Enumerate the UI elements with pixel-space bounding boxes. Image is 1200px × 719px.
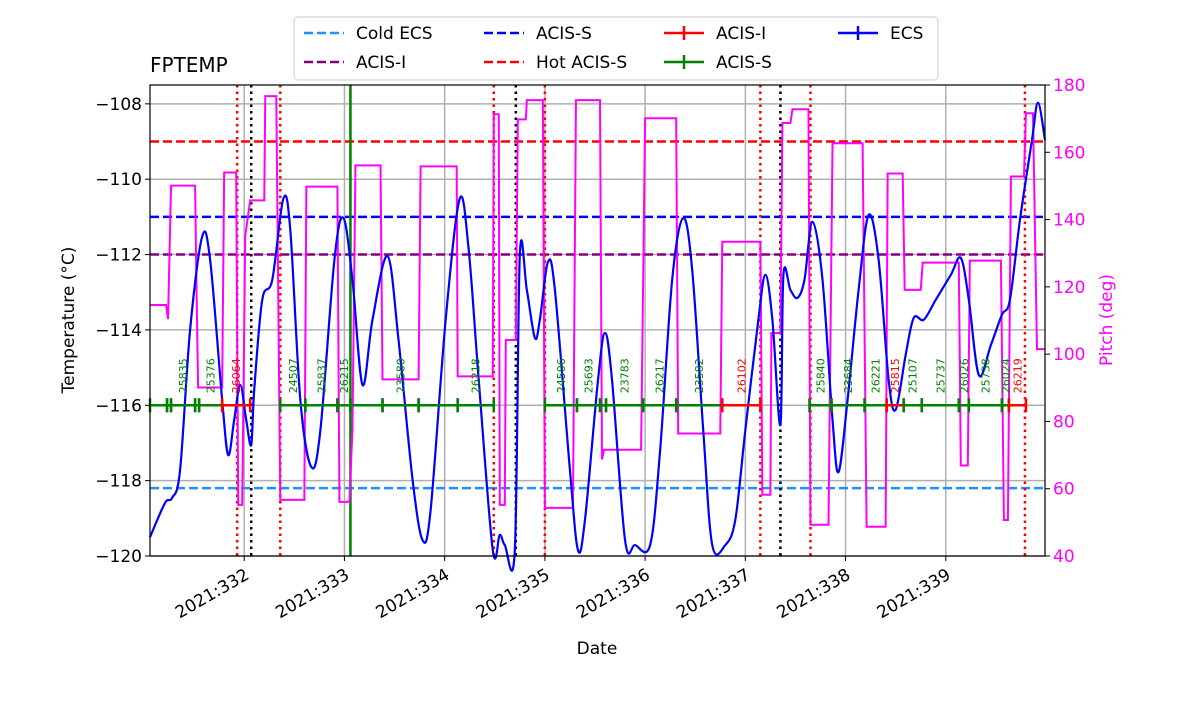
obsid-label: 25107 — [907, 358, 920, 393]
ecs-temperature-line — [148, 101, 1047, 572]
obsid-label: 26024 — [999, 358, 1012, 393]
x-tick-label: 2021:334 — [373, 565, 454, 623]
obsid-label: 25738 — [979, 358, 992, 393]
legend-label: ACIS-I — [356, 53, 406, 73]
x-axis-label: Date — [577, 639, 618, 659]
obsid-label: 26217 — [654, 358, 667, 393]
obsid-label: 24507 — [287, 358, 300, 393]
y2-axis-label: Pitch (deg) — [1097, 274, 1117, 366]
y2-tick-label: 180 — [1053, 76, 1085, 96]
obsid-label: 26102 — [735, 358, 748, 393]
obsid-label: 25693 — [582, 358, 595, 393]
obsid-label: 26221 — [870, 358, 883, 393]
obsid-label: 25835 — [177, 358, 190, 393]
y2-tick-label: 140 — [1053, 211, 1085, 231]
x-tick-label: 2021:338 — [774, 565, 855, 623]
legend-label: Hot ACIS-S — [536, 53, 627, 73]
y2-tick-label: 80 — [1053, 412, 1075, 432]
obsid-label: 26064 — [230, 358, 243, 393]
obsid-label: 25376 — [205, 358, 218, 393]
x-tick-label: 2021:332 — [172, 565, 253, 623]
obsid-label: 25837 — [315, 358, 328, 393]
x-tick-label: 2021:333 — [272, 565, 353, 623]
y-tick-label: −114 — [95, 321, 142, 341]
legend-label: ECS — [890, 24, 923, 44]
legend-label: ACIS-S — [716, 53, 772, 73]
x-tick-label: 2021:339 — [874, 565, 955, 623]
obsid-label: 25737 — [934, 358, 947, 393]
legend-label: Cold ECS — [356, 24, 433, 44]
y2-tick-label: 160 — [1053, 143, 1085, 163]
y-tick-label: −120 — [95, 547, 142, 567]
obsid-label: 23582 — [693, 358, 706, 393]
legend-label: ACIS-I — [716, 24, 766, 44]
y-tick-label: −118 — [95, 472, 142, 492]
obsid-label: 26219 — [1011, 358, 1024, 393]
y-tick-label: −110 — [95, 170, 142, 190]
y2-tick-label: 60 — [1053, 480, 1075, 500]
y-axis-label: Temperature (°C) — [59, 247, 79, 395]
plot-frame — [149, 84, 1046, 557]
legend-box — [293, 16, 939, 81]
chart-title: FPTEMP — [150, 53, 228, 77]
x-tick-label: 2021:336 — [573, 565, 654, 623]
y-tick-label: −112 — [95, 246, 142, 266]
obsid-label: 23580 — [395, 358, 408, 393]
obsid-label: 26218 — [470, 358, 483, 393]
obsid-label: 25815 — [889, 358, 902, 393]
y-tick-label: −116 — [95, 396, 142, 416]
pitch-line — [150, 95, 1045, 528]
obsid-label: 25840 — [814, 358, 827, 393]
obsid-label: 23783 — [619, 358, 632, 393]
y2-tick-label: 40 — [1053, 547, 1075, 567]
y-tick-label: −108 — [95, 95, 142, 115]
x-tick-label: 2021:337 — [673, 565, 754, 623]
obsid-label: 23684 — [842, 358, 855, 393]
y2-tick-label: 100 — [1053, 345, 1085, 365]
obsid-label: 24506 — [555, 358, 568, 393]
obsid-label: 26215 — [338, 358, 351, 393]
x-tick-label: 2021:335 — [473, 565, 554, 623]
y2-tick-label: 120 — [1053, 278, 1085, 298]
legend-label: ACIS-S — [536, 24, 592, 44]
obsid-label: 26026 — [958, 358, 971, 393]
